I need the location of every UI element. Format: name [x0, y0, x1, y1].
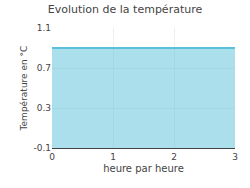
svg-text:-0.1: -0.1: [33, 143, 51, 153]
svg-text:2: 2: [171, 152, 177, 162]
svg-text:1: 1: [110, 152, 116, 162]
svg-text:0.3: 0.3: [37, 103, 51, 113]
svg-text:1.1: 1.1: [37, 23, 51, 33]
svg-text:3: 3: [232, 152, 238, 162]
svg-text:heure par heure: heure par heure: [103, 163, 184, 174]
svg-text:0.7: 0.7: [37, 63, 51, 73]
svg-text:0: 0: [49, 152, 55, 162]
svg-text:Température en °C: Température en °C: [19, 46, 29, 132]
svg-text:Evolution de la température: Evolution de la température: [48, 3, 203, 16]
